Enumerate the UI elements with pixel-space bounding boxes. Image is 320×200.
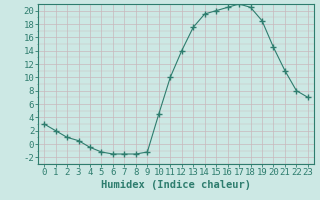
X-axis label: Humidex (Indice chaleur): Humidex (Indice chaleur) <box>101 180 251 190</box>
